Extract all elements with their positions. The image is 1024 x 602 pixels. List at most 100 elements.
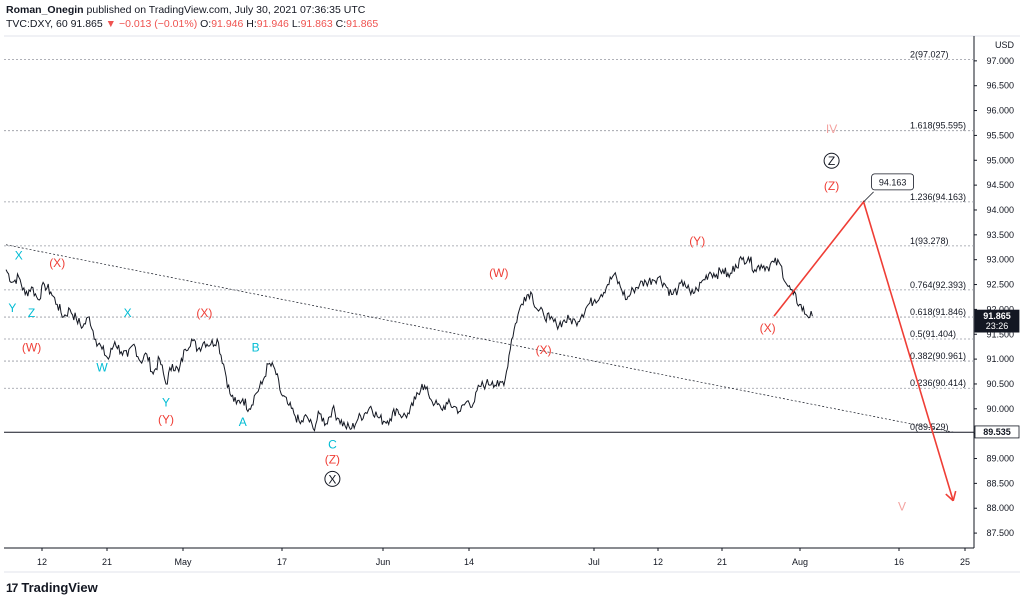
fib-level-label: 2(97.027) bbox=[910, 50, 949, 60]
y-tick-label: 93.000 bbox=[986, 255, 1014, 265]
x-tick-label: Jun bbox=[376, 557, 391, 567]
descending-trendline bbox=[5, 244, 954, 433]
y-tick-label: 94.500 bbox=[986, 180, 1014, 190]
wave-label: X bbox=[328, 472, 336, 486]
close-value: 91.865 bbox=[346, 18, 379, 30]
y-tick-label: 96.000 bbox=[986, 106, 1014, 116]
low-label: L: bbox=[291, 18, 301, 30]
wave-label: X bbox=[15, 249, 23, 263]
x-tick-label: Aug bbox=[792, 557, 808, 567]
wave-label: X bbox=[124, 306, 132, 320]
y-tick-label: 95.500 bbox=[986, 130, 1014, 140]
fib-level-label: 1.618(95.595) bbox=[910, 121, 966, 131]
projection-arrowhead bbox=[952, 490, 957, 501]
wave-label: (Z) bbox=[325, 452, 340, 466]
wave-label: (Y) bbox=[158, 413, 174, 427]
y-tick-label: 95.000 bbox=[986, 155, 1014, 165]
wave-label: Y bbox=[8, 301, 16, 315]
fib-level-label: 0.764(92.393) bbox=[910, 280, 966, 290]
open-value: 91.946 bbox=[211, 18, 244, 30]
wave-labels: X(X)Y Z(W)WXY(Y)(X)BAC(Z)X(W)(X)(Y)(X)Z(Z… bbox=[8, 122, 906, 514]
wave-label: Z bbox=[828, 154, 835, 168]
x-tick-label: 16 bbox=[894, 557, 904, 567]
price-series bbox=[5, 255, 813, 432]
wave-label: (W) bbox=[489, 266, 508, 280]
fib-level-label: 0.5(91.404) bbox=[910, 329, 956, 339]
price-change: −0.013 (−0.01%) bbox=[118, 18, 198, 30]
low-value: 91.863 bbox=[300, 18, 333, 30]
y-tick-label: 88.500 bbox=[986, 478, 1014, 488]
x-tick-label: 12 bbox=[37, 557, 47, 567]
y-tick-label: 91.000 bbox=[986, 354, 1014, 364]
fib-level-label: 0.236(90.414) bbox=[910, 378, 966, 388]
wave-label: V bbox=[898, 500, 906, 514]
wave-label: (W) bbox=[22, 341, 41, 355]
x-tick-label: 14 bbox=[464, 557, 474, 567]
tradingview-logo[interactable]: 17 TradingView bbox=[6, 580, 98, 595]
wave-label: (X) bbox=[760, 321, 776, 335]
x-tick-label: 21 bbox=[717, 557, 727, 567]
y-tick-label: 92.000 bbox=[986, 304, 1014, 314]
x-tick-label: May bbox=[174, 557, 192, 567]
open-label: O: bbox=[200, 18, 212, 30]
tradingview-logo-icon: 17 bbox=[6, 580, 18, 595]
badge-price-text: 89.535 bbox=[983, 427, 1011, 437]
wave-label: Z bbox=[28, 306, 35, 320]
y-tick-label: 93.500 bbox=[986, 230, 1014, 240]
last-price: 91.865 bbox=[70, 18, 103, 30]
y-tick-label: 91.500 bbox=[986, 329, 1014, 339]
y-tick-label: 94.000 bbox=[986, 205, 1014, 215]
y-tick-label: 90.500 bbox=[986, 379, 1014, 389]
projection-layer: 94.163 bbox=[773, 173, 957, 502]
fib-level-label: 1.236(94.163) bbox=[910, 192, 966, 202]
y-tick-label: 89.000 bbox=[986, 454, 1014, 464]
y-tick-label: 96.500 bbox=[986, 81, 1014, 91]
y-tick-label: 97.000 bbox=[986, 56, 1014, 66]
wave-label: (X) bbox=[49, 256, 65, 270]
high-label: H: bbox=[246, 18, 257, 30]
x-tick-label: 21 bbox=[102, 557, 112, 567]
wave-label: Y bbox=[162, 395, 170, 409]
wave-label: (X) bbox=[536, 343, 552, 357]
down-arrow-icon: ▼ bbox=[105, 18, 117, 30]
author-name[interactable]: Roman_Onegin bbox=[6, 4, 84, 16]
fib-level-label: 0.618(91.846) bbox=[910, 307, 966, 317]
projection-arrowhead bbox=[945, 493, 954, 502]
wave-label-circle bbox=[324, 470, 341, 487]
price-line bbox=[5, 255, 813, 432]
wave-label: A bbox=[239, 415, 247, 429]
x-tick-label: 25 bbox=[960, 557, 970, 567]
time-axis[interactable]: 12 21 May 17 Jun 14 Jul 12 21 Aug 16 25 bbox=[37, 548, 970, 567]
currency-label: USD bbox=[995, 40, 1015, 50]
wave-label: W bbox=[96, 361, 108, 375]
y-tick-label: 88.000 bbox=[986, 503, 1014, 513]
wave-label: C bbox=[328, 438, 337, 452]
published-text: published on TradingView.com, July 30, 2… bbox=[86, 4, 366, 16]
wave-label: (Z) bbox=[824, 179, 839, 193]
y-tick-label: 90.000 bbox=[986, 404, 1014, 414]
wave-label: (X) bbox=[196, 306, 212, 320]
level-price-badge bbox=[974, 425, 1020, 439]
symbol-label: TVC:DXY, 60 bbox=[6, 18, 68, 30]
trendline-layer bbox=[5, 244, 954, 433]
wave-label-circle bbox=[823, 152, 840, 169]
tradingview-logo-text: TradingView bbox=[21, 580, 98, 595]
x-tick-label: Jul bbox=[588, 557, 600, 567]
fib-level-label: 0.382(90.961) bbox=[910, 351, 966, 361]
current-price-badge bbox=[974, 309, 1020, 333]
x-tick-label: 12 bbox=[653, 557, 663, 567]
fib-level-label: 1(93.278) bbox=[910, 236, 949, 246]
wave-label: B bbox=[252, 341, 260, 355]
callout-pointer bbox=[863, 191, 874, 203]
y-tick-label: 92.500 bbox=[986, 280, 1014, 290]
y-tick-label: 87.500 bbox=[986, 528, 1014, 538]
price-axis[interactable]: USD87.50088.00088.50089.00089.50090.0009… bbox=[974, 40, 1014, 538]
quote-line: TVC:DXY, 60 91.865 ▼ −0.013 (−0.01%) O:9… bbox=[6, 18, 378, 30]
callout-box bbox=[871, 173, 914, 191]
badge-countdown-text: 23:26 bbox=[986, 321, 1009, 331]
wave-label: IV bbox=[826, 122, 837, 136]
close-label: C: bbox=[335, 18, 347, 30]
publish-info: Roman_Onegin published on TradingView.co… bbox=[6, 4, 365, 16]
